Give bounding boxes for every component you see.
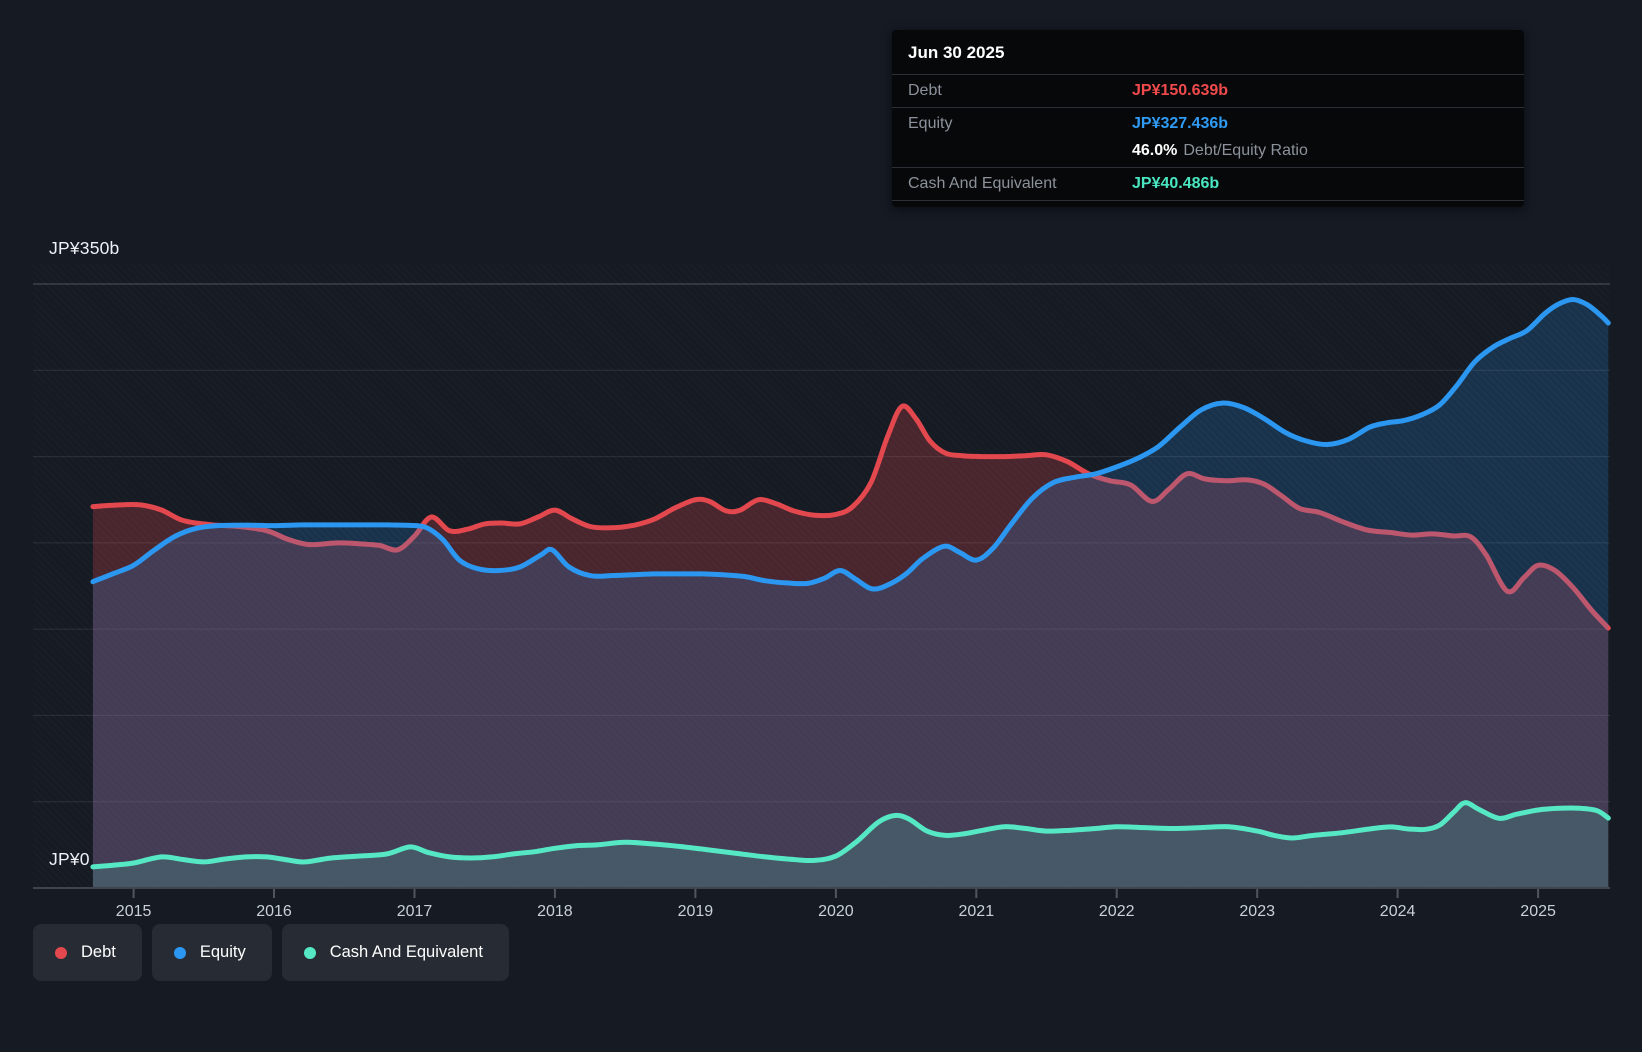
tooltip-row-cash: Cash And Equivalent JP¥40.486b — [892, 167, 1524, 201]
x-axis-year-label: 2023 — [1239, 903, 1275, 920]
x-axis-year-label: 2019 — [677, 903, 714, 920]
legend-cash-label: Cash And Equivalent — [329, 943, 483, 961]
x-axis-year-label: 2025 — [1520, 903, 1556, 920]
x-axis-year-label: 2020 — [818, 903, 854, 920]
x-axis-year-label: 2021 — [958, 903, 995, 920]
x-axis-year-label: 2022 — [1098, 903, 1135, 920]
hover-tooltip: Jun 30 2025 Debt JP¥150.639b Equity JP¥3… — [892, 30, 1524, 207]
x-axis-year-label: 2017 — [396, 903, 433, 920]
debt-line — [90, 403, 1611, 631]
x-axis-year-label: 2016 — [256, 903, 292, 920]
x-axis-year-label: 2015 — [115, 903, 152, 920]
legend-item-debt[interactable]: Debt — [33, 924, 142, 981]
cash-and-equivalent-line — [90, 800, 1611, 870]
debt-area — [92, 405, 1609, 888]
cash-dot-icon — [303, 946, 316, 959]
equity-dot-icon — [173, 946, 186, 959]
legend-item-cash[interactable]: Cash And Equivalent — [281, 924, 509, 981]
tooltip-equity-label: Equity — [908, 115, 953, 132]
cash-and-equivalent-area — [92, 802, 1609, 888]
tooltip-cash-label: Cash And Equivalent — [908, 175, 1057, 192]
tooltip-ratio-value: 46.0% — [1132, 142, 1178, 159]
chart-legend: Debt Equity Cash And Equivalent — [33, 924, 509, 981]
tooltip-cash-value: JP¥40.486b — [1132, 175, 1220, 192]
tooltip-date: Jun 30 2025 — [908, 43, 1005, 62]
y-axis-zero-label: JP¥0 — [49, 849, 90, 869]
x-axis-year-label: 2018 — [537, 903, 573, 920]
legend-equity-label: Equity — [199, 943, 246, 961]
equity-area — [92, 299, 1609, 888]
debt-dot-icon — [55, 946, 67, 959]
tooltip-ratio-label: Debt/Equity Ratio — [1183, 142, 1308, 159]
tooltip-equity-value: JP¥327.436b — [1132, 115, 1229, 132]
tooltip-debt-value: JP¥150.639b — [1132, 82, 1229, 99]
x-axis-year-label: 2024 — [1379, 903, 1416, 920]
tooltip-row-equity: Equity JP¥327.436b — [892, 107, 1524, 140]
tooltip-debt-label: Debt — [908, 82, 942, 99]
tooltip-row-ratio: 46.0% Debt/Equity Ratio — [892, 140, 1524, 167]
legend-item-equity[interactable]: Equity — [151, 924, 272, 981]
equity-line — [90, 297, 1611, 592]
y-axis-max-label: JP¥350b — [49, 238, 120, 258]
tooltip-row-debt: Debt JP¥150.639b — [892, 74, 1524, 107]
legend-debt-label: Debt — [81, 943, 116, 961]
